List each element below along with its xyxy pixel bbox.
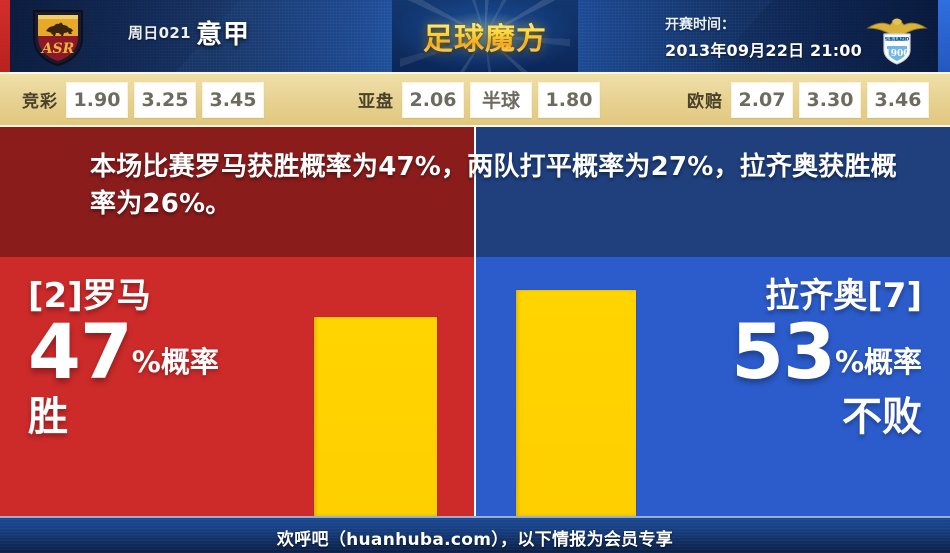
odds-bar: 竞彩 1.90 3.25 3.45 亚盘 2.06 半球 1.80 欧赔 2.0… [0,72,950,127]
odds-cell-away[interactable]: 3.46 [867,81,929,118]
odds-group-asian-handicap: 亚盘 2.06 半球 1.80 [358,81,600,118]
odds-cell-handicap[interactable]: 半球 [470,81,532,118]
summary-text: 本场比赛罗马获胜概率为47%，两队打平概率为27%，拉齐奥获胜概率为26%。 [90,152,897,219]
summary-banner: 本场比赛罗马获胜概率为47%，两队打平概率为27%，拉齐奥获胜概率为26%。 [0,127,950,257]
odds-cell-away[interactable]: 1.80 [538,81,600,118]
home-probability-value: 47 [28,306,133,396]
kickoff-time-label: 开赛时间： [665,17,735,33]
odds-cell-draw[interactable]: 3.30 [799,81,861,118]
header-accent-stripe-red [0,0,10,72]
footer-promo-text: 欢呼吧（huanhuba.com），以下情报为会员专享 [276,530,674,550]
banner-divider [474,127,476,257]
odds-cell-home[interactable]: 1.90 [66,81,128,118]
away-probability-value: 53 [731,306,836,396]
odds-cell-draw[interactable]: 3.25 [134,81,196,118]
panel-divider [474,257,476,516]
odds-group-european: 欧赔 2.07 3.30 3.46 [687,81,929,118]
away-team-stats: 拉齐奥[7] 53 %概率 不败 [731,276,922,440]
brand-logo-text: 足球魔方 [423,14,547,58]
svg-text:1900: 1900 [884,49,909,59]
bar-home-probability [314,317,437,516]
odds-group-label: 欧赔 [687,92,723,112]
kickoff-time-value: 2013年09月22日 21:00 [665,41,862,60]
away-outcome-label: 不败 [842,393,922,440]
brand-logo: 足球魔方 [392,0,578,72]
probability-chart: [2]罗马 47 %概率 胜 拉齐奥[7] 53 %概率 不败 [0,257,950,516]
league-name: 意甲 [196,20,251,50]
away-probability-suffix: %概率 [834,344,922,379]
away-probability-row: 53 %概率 [731,306,922,396]
banner-half-blue [475,127,950,257]
svg-text:S.S.LAZIO: S.S.LAZIO [885,36,910,42]
footer-texture [0,516,950,553]
header-bar: ASR 周日021 意甲 足球魔方 开赛时间： 2013年09月22日 21:0… [0,0,950,72]
away-team-name: 拉齐奥[7] [765,276,922,316]
odds-group-label: 亚盘 [358,92,394,112]
svg-text:ASR: ASR [40,41,75,57]
banner-half-red [0,127,475,257]
odds-cell-away[interactable]: 3.45 [202,81,264,118]
header-accent-stripe-blue [938,0,950,72]
footer-bar: 欢呼吧（huanhuba.com），以下情报为会员专享 [0,516,950,553]
home-team-stats: [2]罗马 47 %概率 胜 [28,276,219,440]
odds-group-label: 竞彩 [22,92,58,112]
bar-away-probability [516,290,636,516]
odds-cell-home[interactable]: 2.06 [402,81,464,118]
lazio-crest-icon: S.S.LAZIO 1900 [866,8,928,66]
odds-group-jingcai: 竞彩 1.90 3.25 3.45 [22,81,264,118]
home-probability-row: 47 %概率 [28,306,219,396]
odds-cell-home[interactable]: 2.07 [731,81,793,118]
match-round-label: 周日021 [128,24,191,42]
as-roma-crest-icon: ASR [30,8,86,67]
home-team-name: [2]罗马 [28,276,151,316]
home-probability-suffix: %概率 [131,344,219,379]
footer-top-divider [0,516,950,518]
home-outcome-label: 胜 [28,393,68,440]
